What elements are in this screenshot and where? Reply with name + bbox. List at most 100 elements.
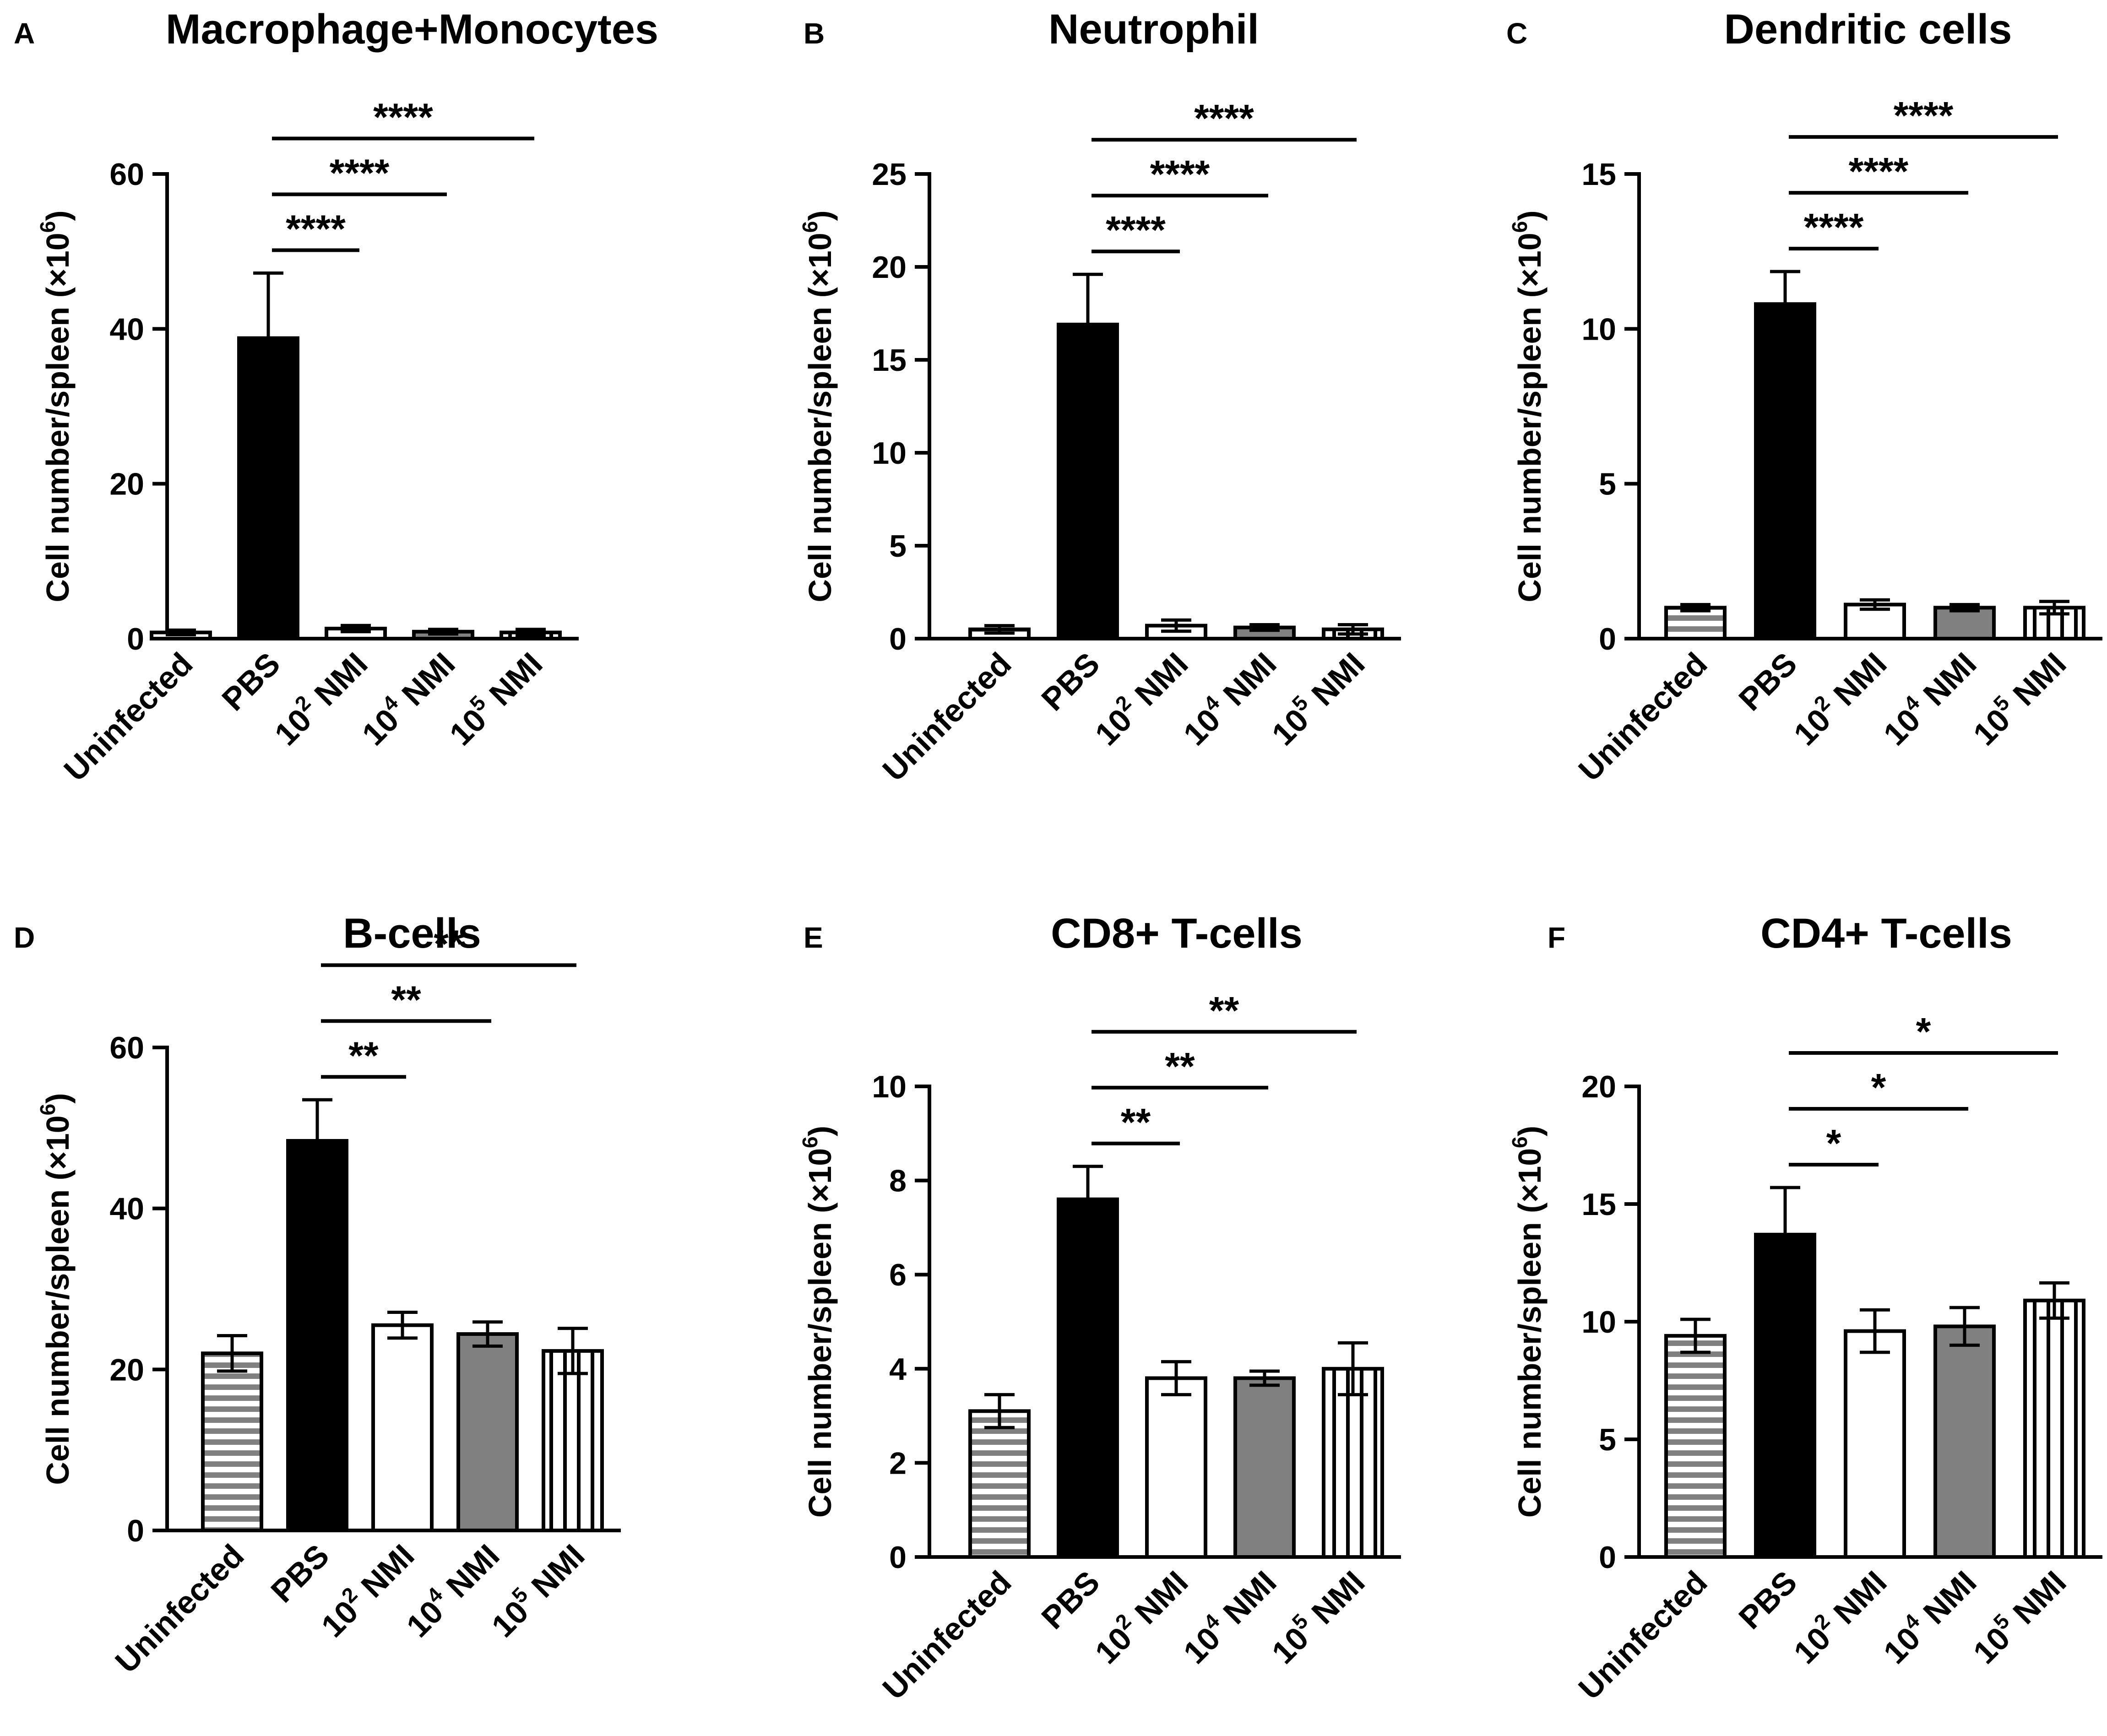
- significance-label: ****: [373, 96, 433, 139]
- y-tick-label: 60: [109, 157, 144, 192]
- panel-letter: C: [1506, 17, 1527, 50]
- y-axis-label: Cell number/spleen (×106): [798, 210, 838, 602]
- significance-label: ****: [1894, 94, 1954, 137]
- y-tick-label: 0: [1599, 622, 1616, 656]
- y-axis-label-close: ): [1512, 1126, 1548, 1136]
- category-label: Uninfected: [1572, 646, 1714, 788]
- y-axis-label-close: ): [802, 1126, 838, 1136]
- significance-label: ****: [286, 207, 346, 250]
- panel-f: F CD4+ T-cells 0 5 10 15 20 Cell number/spleen …: [1508, 910, 2102, 1706]
- category-label: Uninfected: [109, 1537, 251, 1680]
- category-label: 104 NMI: [1173, 1561, 1283, 1671]
- bar-1: [968, 1409, 1031, 1559]
- category-label: 102 NMI: [311, 1535, 421, 1644]
- category-label-base: Uninfected: [876, 646, 1018, 788]
- y-axis-label: Cell number/spleen (×106): [798, 1126, 838, 1518]
- category-label: PBS: [264, 1537, 336, 1609]
- y-axis-label-sup: 6: [798, 221, 822, 233]
- significance-label: **: [1209, 989, 1239, 1032]
- significance-label: ****: [1804, 206, 1864, 249]
- category-label: PBS: [1035, 1564, 1107, 1636]
- y-tick-label: 15: [1581, 157, 1616, 192]
- y-tick-label: 10: [872, 436, 907, 471]
- category-label-base: Uninfected: [109, 1537, 251, 1680]
- bar-3: [1844, 1329, 1906, 1559]
- y-axis-label-text: Cell number/spleen (×10: [1512, 233, 1548, 602]
- y-axis-label: Cell number/spleen (×106): [36, 210, 76, 602]
- y-tick-label: 5: [889, 529, 907, 564]
- chart-title: Neutrophil: [1048, 6, 1259, 53]
- category-label: 105 NMI: [1963, 1561, 2073, 1671]
- y-tick-label: 20: [109, 467, 144, 502]
- category-label: Uninfected: [876, 646, 1018, 788]
- category-label-base: PBS: [1035, 646, 1107, 717]
- significance-label: **: [391, 978, 421, 1021]
- y-axis-label-text: Cell number/spleen (×10: [40, 1115, 76, 1485]
- category-label: 105 NMI: [1262, 1561, 1371, 1671]
- significance-label: *: [1826, 1122, 1841, 1165]
- y-axis-label-text: Cell number/spleen (×10: [802, 1148, 838, 1518]
- y-tick-label: 40: [109, 312, 144, 347]
- significance-label: **: [1165, 1045, 1195, 1088]
- y-axis-label-text: Cell number/spleen (×10: [1512, 1148, 1548, 1518]
- chart-title: Dendritic cells: [1724, 6, 2012, 53]
- y-axis-label: Cell number/spleen (×106): [36, 1093, 76, 1485]
- category-label: PBS: [1035, 646, 1107, 717]
- y-tick-label: 20: [109, 1352, 144, 1387]
- bar-1: [1664, 1334, 1727, 1559]
- category-label-base: Uninfected: [57, 646, 200, 788]
- category-label-base: PBS: [215, 646, 287, 717]
- y-tick-label: 40: [109, 1192, 144, 1226]
- bar-4: [456, 1332, 519, 1532]
- y-tick-label: 2: [889, 1446, 907, 1481]
- panel-a: A Macrophage+Monocytes 0 20 40 60 Cell number/…: [14, 6, 658, 788]
- y-axis-label-text: Cell number/spleen (×10: [802, 233, 838, 602]
- y-axis-label-close: ): [40, 1093, 76, 1103]
- bar-1: [201, 1351, 263, 1533]
- y-axis-label-sup: 6: [1508, 1136, 1531, 1148]
- panel-letter: A: [14, 17, 35, 50]
- category-label: PBS: [1732, 646, 1804, 717]
- y-tick-label: 25: [872, 157, 907, 192]
- y-axis-label-text: Cell number/spleen (×10: [40, 233, 76, 602]
- y-tick-label: 60: [109, 1031, 144, 1065]
- y-axis-label-sup: 6: [1508, 221, 1531, 233]
- y-axis-label: Cell number/spleen (×106): [1508, 210, 1548, 602]
- y-tick-label: 20: [1581, 1069, 1616, 1104]
- y-tick-label: 0: [127, 622, 144, 656]
- category-label: PBS: [1732, 1564, 1804, 1636]
- y-tick-label: 0: [127, 1514, 144, 1548]
- panel-e: E CD8+ T-cells 0 2 4 6 8 10 Cell number/spleen (…: [798, 910, 1401, 1706]
- bar-2: [1754, 302, 1816, 640]
- significance-label: ****: [1150, 152, 1210, 195]
- significance-label: *: [1916, 1010, 1931, 1053]
- y-tick-label: 6: [889, 1258, 907, 1292]
- category-label: 104 NMI: [396, 1535, 506, 1644]
- panel-letter: F: [1548, 921, 1565, 954]
- category-label: PBS: [215, 646, 287, 717]
- category-label: 105 NMI: [1963, 643, 2073, 752]
- y-axis-label-close: ): [1512, 210, 1548, 221]
- category-label: 104 NMI: [352, 643, 462, 752]
- chart-title: CD8+ T-cells: [1051, 910, 1303, 957]
- significance-label: ****: [1849, 150, 1909, 193]
- category-label-base: Uninfected: [1572, 646, 1714, 788]
- y-tick-label: 10: [872, 1069, 907, 1104]
- bar-4: [1933, 1324, 1996, 1559]
- y-axis-label-sup: 6: [798, 1136, 822, 1148]
- bar-2: [286, 1139, 348, 1532]
- bar-4: [1933, 606, 1996, 641]
- bar-5: [542, 1349, 604, 1532]
- category-label-base: Uninfected: [876, 1564, 1018, 1706]
- category-label-base: Uninfected: [1572, 1564, 1714, 1706]
- chart-title: CD4+ T-cells: [1760, 910, 2012, 957]
- category-label: 102 NMI: [1085, 643, 1195, 752]
- y-tick-label: 0: [889, 622, 907, 656]
- bar-5: [2023, 1298, 2085, 1559]
- y-tick-label: 10: [1581, 312, 1616, 347]
- category-label-base: PBS: [264, 1537, 336, 1609]
- y-axis-label-sup: 6: [36, 1104, 60, 1116]
- category-label-base: PBS: [1035, 1564, 1107, 1636]
- category-label-base: PBS: [1732, 646, 1804, 717]
